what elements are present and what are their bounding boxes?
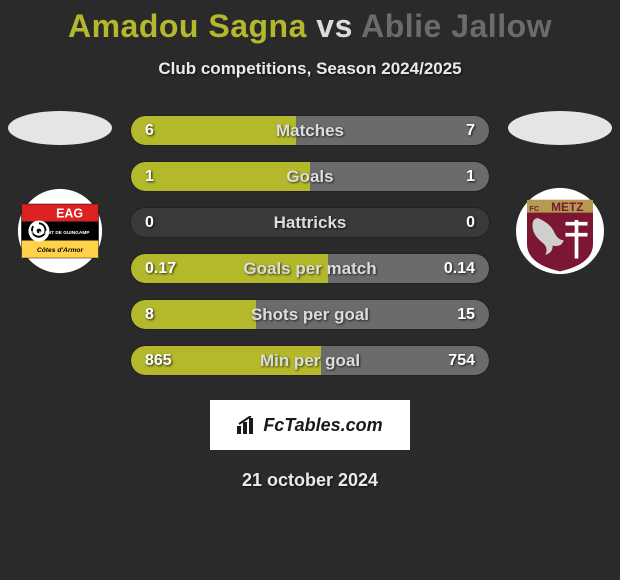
stat-value-left: 0.17 [145,254,176,283]
stat-value-right: 754 [448,346,475,375]
stat-row: Min per goal865 754 [130,345,490,376]
stat-value-right: 15 [457,300,475,329]
stat-value-left: 865 [145,346,172,375]
club-badge-left: EAG EN AVANT DE GUINGAMP Côtes d'Armor [12,187,108,275]
player1-name: Amadou Sagna [68,8,307,44]
subtitle: Club competitions, Season 2024/2025 [0,59,620,79]
stat-value-right: 0 [466,208,475,237]
left-player-column: EAG EN AVANT DE GUINGAMP Côtes d'Armor [0,115,120,275]
stat-rows: Matches6 7 Goals1 1 Hattricks0 0 Goals per mat… [130,115,490,376]
stat-label: Goals [131,162,489,191]
comparison-chart: EAG EN AVANT DE GUINGAMP Côtes d'Armor M… [0,115,620,376]
fctables-logo: FcTables.com [210,400,410,450]
stat-value-left: 6 [145,116,154,145]
stat-value-right: 7 [466,116,475,145]
player1-photo-placeholder [8,111,112,145]
stat-label: Hattricks [131,208,489,237]
svg-text:Côtes d'Armor: Côtes d'Armor [37,247,84,254]
svg-text:METZ: METZ [551,200,583,214]
svg-text:FC: FC [529,204,539,213]
logo-text: FcTables.com [263,415,382,436]
svg-text:EN AVANT DE GUINGAMP: EN AVANT DE GUINGAMP [31,230,91,236]
date: 21 october 2024 [0,470,620,491]
svg-text:EAG: EAG [56,207,83,221]
stat-value-left: 8 [145,300,154,329]
comparison-title: Amadou Sagna vs Ablie Jallow [0,0,620,45]
player2-photo-placeholder [508,111,612,145]
stat-row: Shots per goal8 15 [130,299,490,330]
stat-row: Goals per match0.17 0.14 [130,253,490,284]
stat-label: Min per goal [131,346,489,375]
stat-value-left: 1 [145,162,154,191]
club-badge-right: METZ FC [512,187,608,275]
player2-name: Ablie Jallow [361,8,552,44]
stat-value-right: 0.14 [444,254,475,283]
stat-label: Shots per goal [131,300,489,329]
stat-label: Matches [131,116,489,145]
stat-row: Hattricks0 0 [130,207,490,238]
stat-label: Goals per match [131,254,489,283]
stat-value-left: 0 [145,208,154,237]
stat-row: Goals1 1 [130,161,490,192]
logo-bars-icon [237,416,259,434]
stat-row: Matches6 7 [130,115,490,146]
stat-value-right: 1 [466,162,475,191]
right-player-column: METZ FC [500,115,620,275]
vs-label: vs [316,8,353,44]
